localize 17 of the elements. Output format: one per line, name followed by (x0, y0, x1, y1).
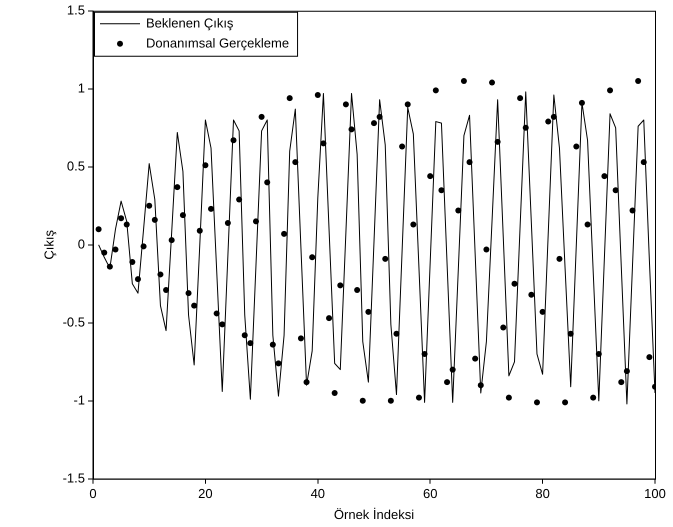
x-tick-label: 60 (422, 486, 438, 502)
y-axis-title: Çıkış (41, 230, 56, 260)
y-tick-label: -1 (73, 392, 85, 408)
y-tick-label: 0.5 (66, 158, 85, 174)
x-axis-title: Örnek İndeksi (334, 506, 414, 522)
y-tick-label: 1.5 (66, 2, 85, 18)
y-tick-label: 1 (78, 80, 85, 96)
x-tick-label: 40 (310, 486, 326, 502)
y-tick-label: -1.5 (62, 470, 85, 486)
y-tick-label: 0 (78, 236, 85, 252)
x-tick-label: 20 (198, 486, 213, 502)
x-tick-label: 100 (644, 486, 666, 502)
x-tick-label: 0 (89, 486, 97, 502)
x-tick-label: 80 (535, 486, 550, 502)
y-tick-label: -0.5 (62, 314, 85, 330)
legend-label: Donanımsal Gerçekleme (146, 35, 290, 50)
legend-label: Beklenen Çıkış (146, 15, 234, 30)
